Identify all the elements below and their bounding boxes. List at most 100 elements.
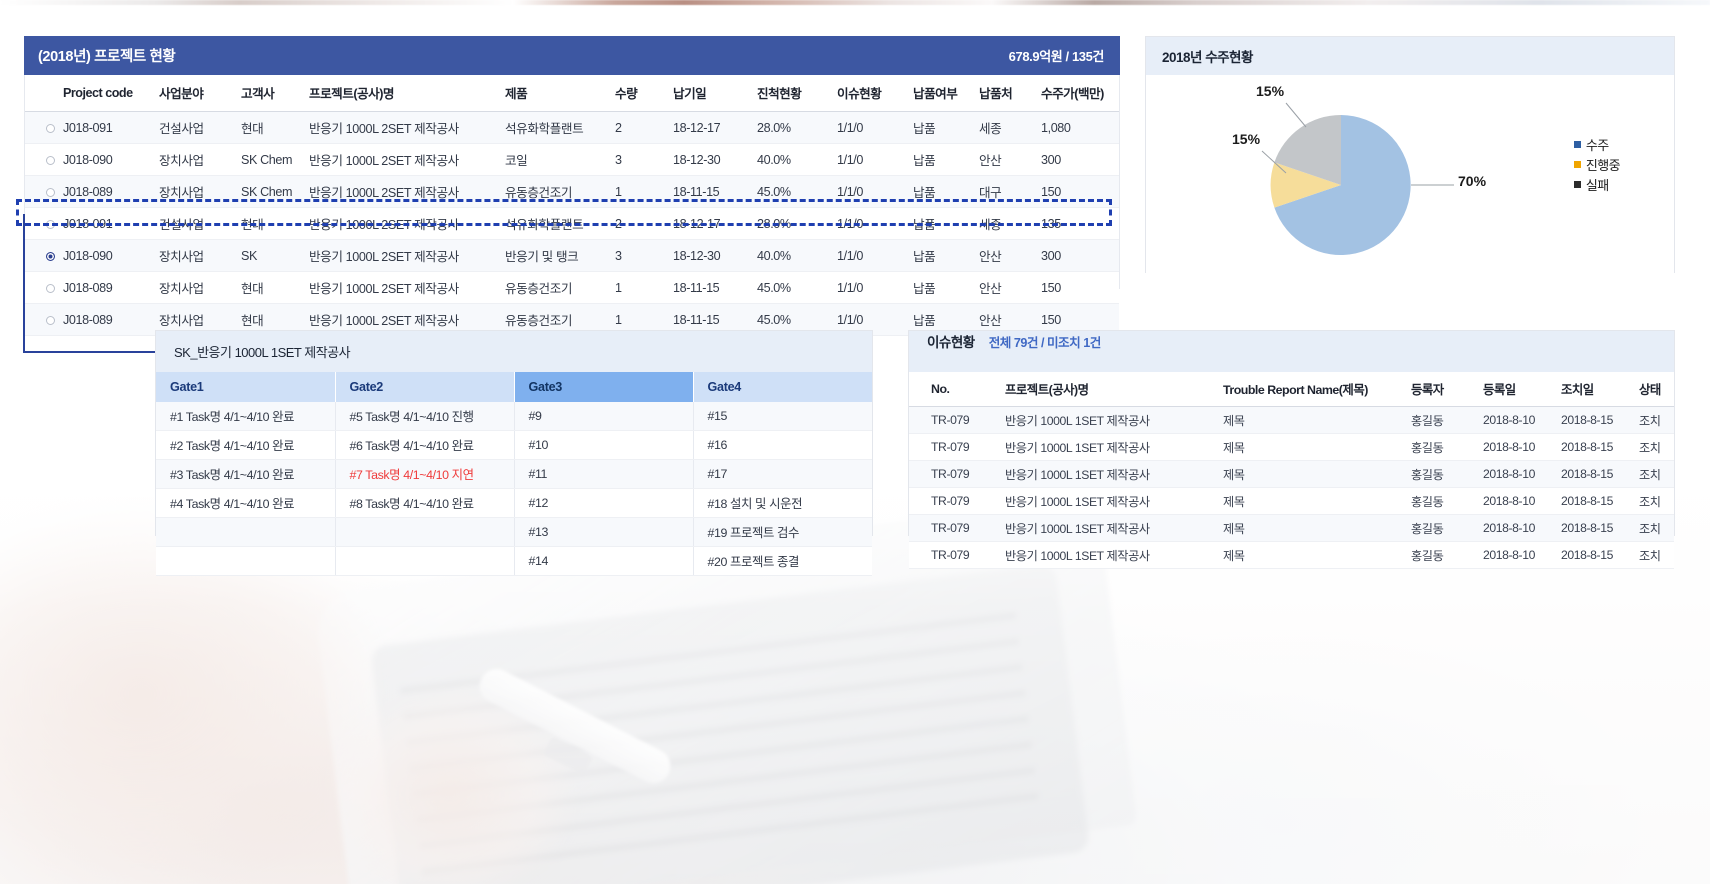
table-row[interactable]: J018-090 장치사업 SK Chem 반응기 1000L 2SET 제작공사 코일… — [25, 143, 1119, 176]
issue-table: No. 프로젝트(공사)명 Trouble Report Name(제목) 등록자 등록… — [909, 372, 1674, 569]
gate-task-cell[interactable]: #10 — [514, 430, 694, 460]
gate-col-2[interactable]: Gate2 — [335, 372, 515, 402]
gate-task-cell — [156, 546, 336, 576]
gate-task-cell[interactable]: #11 — [514, 459, 694, 489]
pie-slice-fail[interactable] — [1274, 114, 1341, 185]
gate-task-cell[interactable]: #6 Task명 4/1~4/10 완료 — [335, 430, 515, 460]
project-col-1: Project code — [63, 75, 159, 112]
legend-swatch-order — [1573, 141, 1581, 148]
cell-project: 반응기 1000L 2SET 제작공사 — [309, 239, 505, 272]
legend-item-order[interactable]: 수주 — [1573, 135, 1620, 154]
pie-label-fail: 15% — [1256, 83, 1285, 99]
row-select-radio[interactable] — [25, 303, 63, 336]
cell-delivered: 납품 — [913, 111, 979, 144]
project-col-6: 수량 — [615, 75, 673, 112]
issue-row[interactable]: TR-079 반응기 1000L 1SET 제작공사 제목 홍길동 2018-8-10 2… — [909, 514, 1674, 542]
gate-task-cell[interactable]: #20 프로젝트 종결 — [693, 546, 872, 576]
issue-count-summary[interactable]: 전체 79건 / 미조치 1건 — [988, 336, 1102, 350]
gate-col-4[interactable]: Gate4 — [693, 372, 872, 402]
issue-cell-0: TR-079 — [909, 541, 1005, 569]
gate-task-cell[interactable]: #1 Task명 4/1~4/10 완료 — [156, 402, 336, 431]
order-status-chart-panel: 2018년 수주현황 70% 15% 15% 수주 — [1145, 36, 1675, 274]
gate-task-cell[interactable]: #2 Task명 4/1~4/10 완료 — [156, 430, 336, 460]
legend-swatch-ongoing — [1573, 161, 1581, 168]
gate-task-cell[interactable]: #7 Task명 4/1~4/10 지연 — [335, 459, 515, 489]
gate-task-cell[interactable]: #15 — [693, 402, 872, 431]
table-row[interactable]: J018-089 장치사업 SK Chem 반응기 1000L 2SET 제작공사 유동… — [25, 175, 1119, 208]
gate-task-cell[interactable]: #16 — [693, 430, 872, 460]
gate-task-cell — [156, 517, 336, 547]
table-row[interactable]: J018-089 장치사업 현대 반응기 1000L 2SET 제작공사 유동층건조기 1… — [25, 271, 1119, 304]
gate-row: #1 Task명 4/1~4/10 완료 #5 Task명 4/1~4/10 진행… — [156, 402, 872, 431]
issue-cell-1: 반응기 1000L 1SET 제작공사 — [1005, 433, 1223, 461]
cell-product: 석유화학플랜트 — [505, 111, 615, 144]
gate-task-cell[interactable]: #12 — [514, 488, 694, 518]
gate-task-cell[interactable]: #5 Task명 4/1~4/10 진행 — [335, 402, 515, 431]
pie-slice-order[interactable] — [1274, 115, 1411, 255]
row-select-radio[interactable] — [25, 207, 63, 240]
project-col-select — [25, 75, 63, 112]
cell-code: J018-089 — [63, 271, 159, 304]
radio-icon — [45, 315, 55, 325]
legend-item-fail[interactable]: 실패 — [1573, 175, 1620, 194]
table-row[interactable]: J018-090 장치사업 SK 반응기 1000L 2SET 제작공사 반응기 및 탱… — [25, 239, 1119, 272]
gate-task-cell[interactable]: #17 — [693, 459, 872, 489]
issue-cell-6: 조치 — [1639, 460, 1674, 488]
gate-col-3[interactable]: Gate3 — [514, 372, 694, 402]
gate-task-cell[interactable]: #13 — [514, 517, 694, 547]
cell-progress: 45.0% — [757, 271, 837, 304]
row-select-radio[interactable] — [25, 175, 63, 208]
project-col-3: 고객사 — [241, 75, 309, 112]
issue-cell-5: 2018-8-15 — [1561, 541, 1639, 569]
radio-icon — [45, 251, 55, 261]
row-select-radio[interactable] — [25, 143, 63, 176]
gate-task-cell[interactable]: #9 — [514, 402, 694, 431]
gate-task-cell[interactable]: #19 프로젝트 검수 — [693, 517, 872, 547]
gate-panel-title: SK_반응기 1000L 1SET 제작공사 — [156, 331, 872, 372]
cell-field: 장치사업 — [159, 239, 241, 272]
gate-task-cell[interactable]: #14 — [514, 546, 694, 576]
issue-row[interactable]: TR-079 반응기 1000L 1SET 제작공사 제목 홍길동 2018-8-10 2… — [909, 460, 1674, 488]
project-col-4: 프로젝트(공사)명 — [309, 75, 505, 112]
cell-client: 현대 — [241, 271, 309, 304]
row-select-radio[interactable] — [25, 111, 63, 144]
pie-slice-ongoing[interactable] — [1270, 162, 1341, 208]
issue-row[interactable]: TR-079 반응기 1000L 1SET 제작공사 제목 홍길동 2018-8-10 2… — [909, 433, 1674, 461]
table-row[interactable]: J018-091 건설사업 현대 반응기 1000L 2SET 제작공사 석유화학플랜트… — [25, 111, 1119, 144]
issue-cell-3: 홍길동 — [1411, 460, 1483, 488]
page-title: (2018년) 프로젝트 현황 — [38, 49, 176, 65]
issue-row[interactable]: TR-079 반응기 1000L 1SET 제작공사 제목 홍길동 2018-8-10 2… — [909, 406, 1674, 434]
project-table-header-row: Project code 사업분야 고객사 프로젝트(공사)명 제품 수량 납기일 진척현황 이… — [25, 75, 1119, 112]
issue-cell-5: 2018-8-15 — [1561, 433, 1639, 461]
cell-project: 반응기 1000L 2SET 제작공사 — [309, 207, 505, 240]
cell-code: J018-089 — [63, 175, 159, 208]
issue-cell-3: 홍길동 — [1411, 541, 1483, 569]
cell-amount: 1,080 — [1041, 111, 1119, 144]
gate-task-cell[interactable]: #18 설치 및 시운전 — [693, 488, 872, 518]
cell-client: 현대 — [241, 111, 309, 144]
gate-task-cell[interactable]: #4 Task명 4/1~4/10 완료 — [156, 488, 336, 518]
issue-cell-5: 2018-8-15 — [1561, 406, 1639, 434]
row-select-radio[interactable] — [25, 239, 63, 272]
issue-cell-1: 반응기 1000L 1SET 제작공사 — [1005, 487, 1223, 515]
cell-field: 건설사업 — [159, 111, 241, 144]
cell-client: SK — [241, 239, 309, 272]
issue-table-header-row: No. 프로젝트(공사)명 Trouble Report Name(제목) 등록자 등록… — [909, 372, 1674, 407]
row-select-radio[interactable] — [25, 271, 63, 304]
issue-cell-5: 2018-8-15 — [1561, 460, 1639, 488]
cell-issues: 1/1/0 — [837, 239, 913, 272]
table-row[interactable]: J018-091 건설사업 현대 반응기 1000L 2SET 제작공사 석유화학플랜트… — [25, 207, 1119, 240]
issue-col-6: 상태 — [1639, 372, 1674, 407]
issue-row[interactable]: TR-079 반응기 1000L 1SET 제작공사 제목 홍길동 2018-8-10 2… — [909, 487, 1674, 515]
pie-label-order: 70% — [1458, 173, 1487, 189]
cell-delivered: 납품 — [913, 271, 979, 304]
gate-task-cell[interactable]: #8 Task명 4/1~4/10 완료 — [335, 488, 515, 518]
issue-row[interactable]: TR-079 반응기 1000L 1SET 제작공사 제목 홍길동 2018-8-10 2… — [909, 541, 1674, 569]
legend-item-ongoing[interactable]: 진행중 — [1573, 155, 1621, 174]
gate-row: #13 #19 프로젝트 검수 — [156, 517, 872, 547]
gate-task-cell[interactable]: #3 Task명 4/1~4/10 완료 — [156, 459, 336, 489]
gate-col-1[interactable]: Gate1 — [156, 372, 336, 402]
issue-cell-1: 반응기 1000L 1SET 제작공사 — [1005, 541, 1223, 569]
cell-client: SK Chem — [241, 143, 309, 176]
